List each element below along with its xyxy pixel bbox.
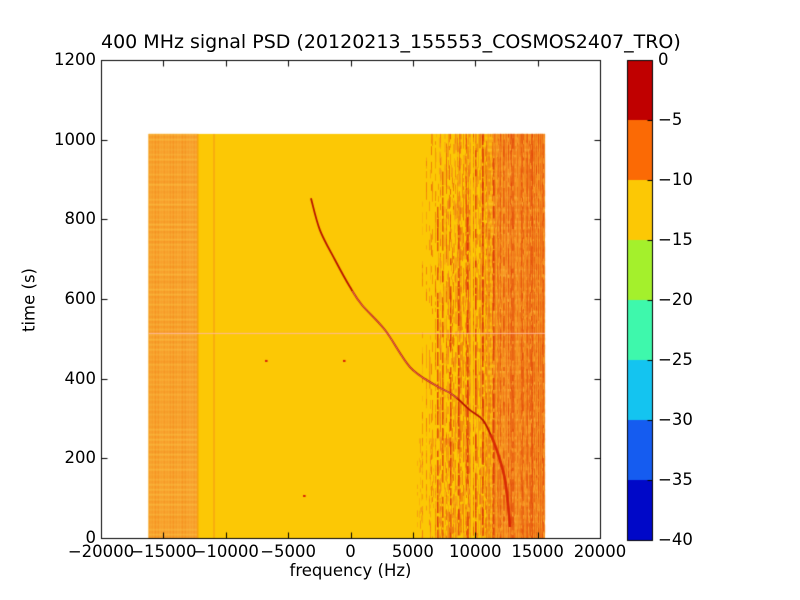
y-tick-label: 600 — [64, 289, 97, 308]
colorbar-tick-label: −40 — [658, 530, 693, 549]
colorbar-tick-label: −10 — [658, 170, 693, 189]
y-tick-label: 0 — [85, 528, 97, 547]
x-tick-label: 10000 — [449, 542, 502, 561]
x-tick-label: −10000 — [192, 542, 259, 561]
y-tick-label: 200 — [64, 448, 97, 468]
x-tick-label: −20000 — [67, 542, 135, 561]
x-tick-label: 0 — [345, 542, 356, 561]
colorbar-tick-label: −25 — [658, 350, 693, 369]
colorbar-tick-label: −30 — [658, 410, 693, 429]
colorbar-tick-label: −35 — [658, 470, 693, 489]
x-axis-label: frequency (Hz) — [289, 561, 412, 580]
x-tick-label: −5000 — [260, 542, 317, 561]
y-tick-label: 1000 — [54, 129, 96, 149]
x-tick-label: 15000 — [511, 542, 564, 561]
x-tick-label: 20000 — [573, 542, 627, 561]
y-tick-label: 1200 — [54, 50, 96, 69]
colorbar-tick-label: −15 — [658, 230, 693, 249]
colorbar-tick-label: 0 — [658, 50, 669, 69]
y-tick-label: 800 — [64, 209, 97, 229]
colorbar-tick-label: −5 — [658, 110, 683, 129]
colorbar-tick-label: −20 — [658, 290, 693, 309]
y-tick-label: 400 — [64, 368, 97, 388]
plot-title: 400 MHz signal PSD (20120213_155553_COSM… — [101, 31, 681, 53]
x-tick-label: −15000 — [130, 542, 197, 561]
x-tick-label: 5000 — [391, 542, 434, 561]
